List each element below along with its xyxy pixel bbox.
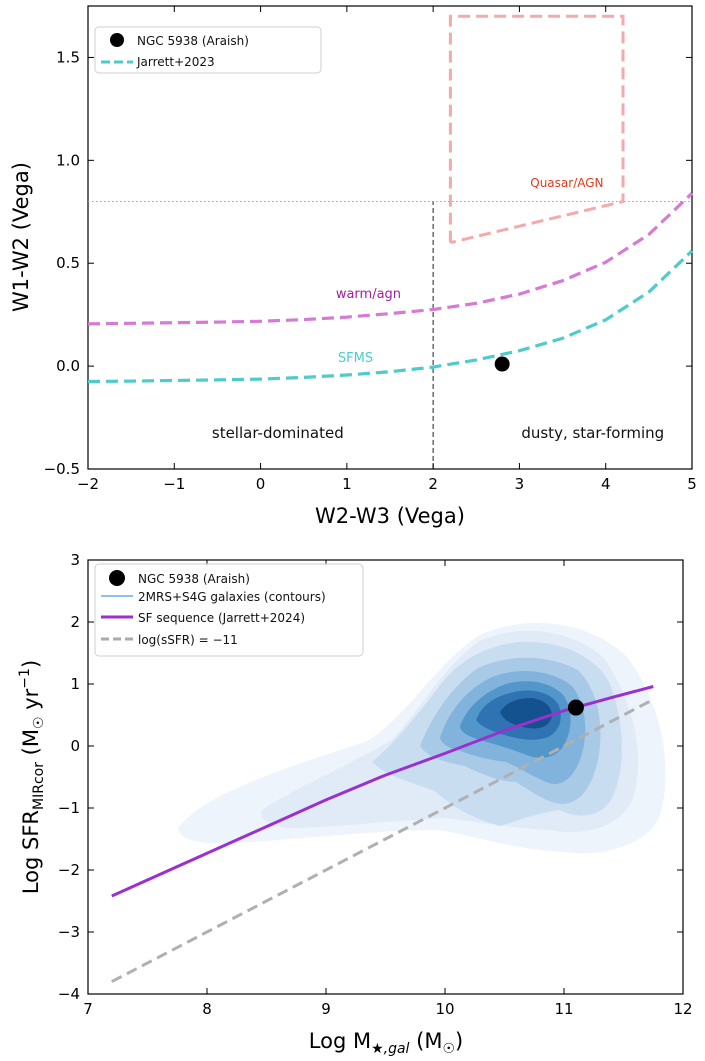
top-y-tick-label: 1.5	[56, 48, 80, 66]
top-x-tick-label: 0	[256, 475, 266, 493]
top-y-tick-label: 0.5	[56, 254, 80, 272]
top-x-tick-label: 5	[687, 475, 697, 493]
annotation-stellar-dominated: stellar-dominated	[212, 424, 344, 442]
annotation-sfms: SFMS	[338, 351, 373, 366]
legend-label-jarrett2023: Jarrett+2023	[136, 55, 215, 69]
bottom-y-tick-label: −4	[58, 985, 80, 1003]
plot-frame	[87, 559, 684, 995]
bottom-x-tick-label: 9	[321, 1000, 331, 1018]
bottom-x-tick-label: 12	[673, 1000, 692, 1018]
annotation-layer: stellar-dominated dusty, star-forming wa…	[212, 176, 664, 442]
bottom-y-tick-label: −1	[58, 799, 80, 817]
bottom-y-tick-label: 2	[70, 613, 80, 631]
legend: NGC 5938 (Araish) Jarrett+2023	[94, 26, 322, 74]
bottom-y-tick-label: 0	[70, 737, 80, 755]
sfms-curve	[87, 249, 694, 384]
legend-marker-ngc5938	[109, 570, 125, 586]
top-x-tick-label: 1	[342, 475, 352, 493]
top-x-tick-label: 2	[428, 475, 438, 493]
top-y-tick-label: 1.0	[56, 151, 80, 169]
annotation-quasar-agn: Quasar/AGN	[530, 176, 603, 190]
annotation-dusty-star-forming: dusty, star-forming	[521, 424, 664, 442]
curves-layer	[111, 685, 654, 983]
ngc5938-point	[567, 699, 584, 716]
y-axis-label: W1-W2 (Vega)	[9, 162, 33, 312]
x-axis-label: W2-W3 (Vega)	[315, 504, 465, 528]
top-x-tick-label: −2	[77, 475, 99, 493]
bottom-x-tick-label: 10	[435, 1000, 454, 1018]
warm-agn-curve	[87, 192, 694, 326]
quasar-agn-region	[448, 14, 625, 245]
plot-area	[87, 5, 693, 470]
legend-label-sf-sequence: SF sequence (Jarrett+2024)	[138, 611, 305, 625]
legend-label-ssfr: log(sSFR) = −11	[138, 633, 238, 647]
curves-layer	[87, 14, 694, 469]
bottom-x-tick-label: 7	[83, 1000, 93, 1018]
bottom-y-tick-label: 3	[70, 551, 80, 569]
bottom-x-tick-label: 11	[554, 1000, 573, 1018]
legend-label-ngc5938: NGC 5938 (Araish)	[137, 34, 249, 48]
legend-box	[94, 26, 322, 74]
legend: NGC 5938 (Araish) 2MRS+S4G galaxies (con…	[94, 563, 364, 657]
contour-level-8	[500, 698, 552, 729]
legend-marker-ngc5938	[110, 33, 124, 47]
top-x-tick-label: 4	[601, 475, 611, 493]
bottom-y-tick-label: −3	[58, 923, 80, 941]
ngc5938-point	[494, 356, 510, 372]
bottom-x-tick-label: 8	[202, 1000, 212, 1018]
top-x-tick-label: 3	[515, 475, 525, 493]
top-y-tick-label: 0.0	[56, 357, 80, 375]
top-x-tick-label: −1	[163, 475, 185, 493]
legend-box	[94, 563, 364, 657]
y-axis-label: Log SFRMIRcor (M☉ yr−1)	[17, 660, 47, 894]
bottom-y-tick-label: 1	[70, 675, 80, 693]
axis-ticks: −2 −1 0 1 2 3 4 5 −0.5 0.0 0.5 1.0 1.5	[44, 6, 697, 493]
top-y-tick-label: −0.5	[44, 460, 80, 478]
bottom-y-tick-label: −2	[58, 861, 80, 879]
sf-sequence-curve	[111, 685, 654, 898]
color-color-diagram: stellar-dominated dusty, star-forming wa…	[9, 5, 697, 528]
legend-label-ngc5938: NGC 5938 (Araish)	[138, 572, 250, 586]
x-axis-label: Log M★,gal (M☉)	[309, 1029, 463, 1057]
legend-label-contours: 2MRS+S4G galaxies (contours)	[138, 590, 326, 604]
annotation-warm-agn: warm/agn	[336, 287, 401, 302]
